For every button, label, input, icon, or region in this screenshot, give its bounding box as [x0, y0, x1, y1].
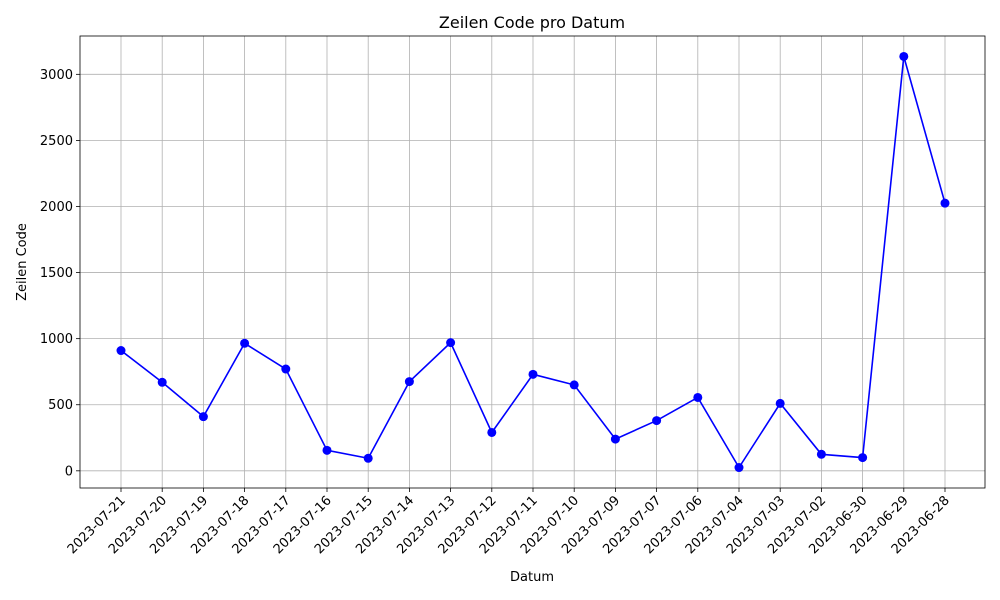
chart-title: Zeilen Code pro Datum — [439, 13, 625, 32]
data-point — [446, 338, 456, 348]
series-layer — [116, 51, 950, 473]
data-point — [528, 369, 538, 379]
plot-frame — [79, 35, 986, 489]
data-point — [569, 380, 579, 390]
y-tick-label: 1500 — [40, 266, 73, 281]
y-tick-label: 2000 — [40, 200, 73, 215]
data-point — [652, 416, 662, 426]
data-point — [940, 198, 950, 208]
data-point — [775, 398, 785, 408]
data-point — [404, 377, 414, 387]
y-tick-label: 2500 — [40, 134, 73, 149]
data-point — [734, 463, 744, 473]
data-point — [858, 453, 868, 463]
y-axis-label: Zeilen Code — [15, 223, 30, 301]
y-tick-label: 1000 — [40, 332, 73, 347]
data-point — [693, 392, 703, 402]
data-point — [487, 427, 497, 437]
y-tick-label: 3000 — [40, 68, 73, 83]
x-axis-label: Datum — [510, 570, 554, 585]
y-axis-ticks: 0 500 1000 1500 2000 2500 3000 — [40, 68, 80, 479]
data-point — [363, 453, 373, 463]
grid-lines — [80, 36, 985, 488]
data-point — [198, 412, 208, 422]
data-point — [610, 434, 620, 444]
data-point — [899, 51, 909, 61]
x-axis-ticks: 2023-07-212023-07-202023-07-192023-07-18… — [65, 488, 953, 557]
data-point — [157, 377, 167, 387]
data-point — [322, 445, 332, 455]
y-tick-label: 500 — [48, 398, 73, 413]
data-point — [116, 346, 126, 356]
data-point — [816, 449, 826, 459]
y-tick-label: 0 — [65, 464, 73, 479]
data-point — [240, 338, 250, 348]
data-point — [281, 364, 291, 374]
